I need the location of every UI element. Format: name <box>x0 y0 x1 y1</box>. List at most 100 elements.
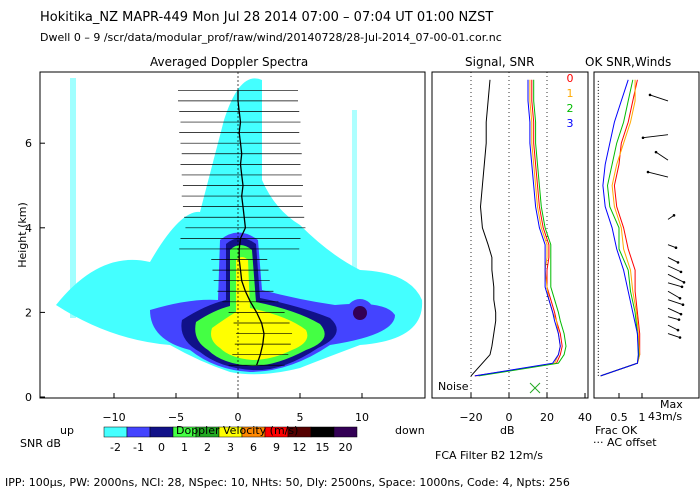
footer-params: IPP: 100μs, PW: 2000ns, NCI: 28, NSpec: … <box>5 476 570 489</box>
up-label: up <box>60 424 74 437</box>
wind-vector-head-12 <box>646 170 650 174</box>
wind-vector-head-7 <box>682 281 686 284</box>
winds-series-frac_ok_1 <box>600 79 641 377</box>
signal-xtick-label-1: 0 <box>506 411 513 424</box>
wind-vector-1 <box>667 324 679 331</box>
winds-series-frac_ok_3 <box>600 79 639 377</box>
wind-vector-head-11 <box>672 214 676 217</box>
colorbar-swatch-10 <box>333 426 358 438</box>
snr-contour-3 <box>211 257 308 360</box>
colorbar-value-6: 6 <box>250 441 257 454</box>
colorbar-value-5: 3 <box>227 441 234 454</box>
wind-vector-head-0 <box>678 336 682 339</box>
winds-xtick-label-1: 1 <box>639 411 646 424</box>
spectra-xtick-label-4: 10 <box>355 411 369 424</box>
signal-series-snr_2 <box>478 79 567 377</box>
spectra-ytick-label-2: 4 <box>25 222 32 235</box>
spectra-xtick-label-0: −10 <box>102 411 125 424</box>
max-value: 43m/s <box>648 410 683 423</box>
signal-xtick-label-2: 20 <box>540 411 554 424</box>
signal-xtick-label-0: −20 <box>459 411 482 424</box>
spectra-streak-left <box>70 78 76 318</box>
wind-vector-3 <box>667 307 682 315</box>
wind-vector-14 <box>642 134 669 139</box>
spectra-xtick-label-2: 0 <box>235 411 242 424</box>
frac-ok-label: Frac OK <box>595 424 638 437</box>
wind-vector-13 <box>655 151 669 161</box>
winds-xtick-label-0: 0.5 <box>610 411 628 424</box>
wind-vector-12 <box>647 171 669 178</box>
wind-vector-head-9 <box>676 261 680 264</box>
beam-label-3: 3 <box>567 117 574 130</box>
wind-vector-8 <box>667 265 682 273</box>
wind-vector-head-2 <box>677 318 681 321</box>
winds-title: OK SNR,Winds <box>585 55 672 69</box>
colorbar-swatch-2 <box>149 426 174 438</box>
wind-vector-head-15 <box>648 93 652 97</box>
header-title: Hokitika_NZ MAPR-449 Mon Jul 28 2014 07:… <box>40 10 494 25</box>
max-label: Max <box>660 398 683 411</box>
snr-contour-neg2 <box>56 78 423 375</box>
signal-series-snr_3 <box>474 79 561 377</box>
down-label: down <box>395 424 425 437</box>
wind-vector-15 <box>649 94 669 102</box>
signal-title: Signal, SNR <box>465 55 535 69</box>
colorbar-value-0: -2 <box>110 441 121 454</box>
spectra-title: Averaged Doppler Spectra <box>150 55 309 69</box>
spectra-ytick-label-0: 0 <box>25 391 32 404</box>
wind-vector-6 <box>667 282 683 288</box>
wind-vector-head-14 <box>641 136 645 140</box>
wind-vector-head-4 <box>681 303 685 307</box>
wind-vector-head-6 <box>680 285 684 289</box>
fca-filter: FCA Filter B2 12m/s <box>435 449 543 462</box>
spectra-xtick-label-1: −5 <box>168 411 184 424</box>
signal-series-signal <box>470 79 497 377</box>
wind-vector-head-5 <box>678 296 682 300</box>
wind-vector-7 <box>667 273 685 283</box>
signal-frame <box>431 71 589 399</box>
signal-series-snr_0 <box>474 79 563 377</box>
beam-label-2: 2 <box>567 102 574 115</box>
feature-blob-inner <box>353 306 367 320</box>
ac-offset-label: ··· AC offset <box>593 436 657 449</box>
colorbar-swatch-1 <box>126 426 151 438</box>
signal-xlabel: dB <box>500 424 515 437</box>
signal-xtick-label-3: 40 <box>578 411 592 424</box>
wind-vector-9 <box>667 257 679 263</box>
colorbar-value-8: 12 <box>293 441 307 454</box>
wind-vector-head-8 <box>679 270 683 274</box>
spectra-xlabel: Doppler Velocity (m/s) <box>176 424 299 437</box>
wind-vector-0 <box>667 333 681 338</box>
wind-vector-head-13 <box>654 150 658 154</box>
colorbar-label: SNR dB <box>20 437 61 450</box>
spectra-ylabel: Height (km) <box>16 202 29 268</box>
colorbar-value-4: 2 <box>204 441 211 454</box>
spectra-ytick-label-1: 2 <box>25 306 32 319</box>
spectra-ytick-label-3: 6 <box>25 137 32 150</box>
colorbar-value-2: 0 <box>158 441 165 454</box>
wind-vector-2 <box>667 316 680 321</box>
colorbar-value-10: 20 <box>339 441 353 454</box>
colorbar-swatch-9 <box>310 426 335 438</box>
beam-label-1: 1 <box>567 87 574 100</box>
colorbar-swatch-0 <box>103 426 128 438</box>
colorbar-value-7: 9 <box>273 441 280 454</box>
wind-vector-10 <box>667 244 677 249</box>
wind-vector-head-3 <box>679 312 683 316</box>
winds-frame <box>593 71 700 399</box>
winds-series-frac_ok_0 <box>600 79 641 377</box>
header-dwell-path: Dwell 0 – 9 /scr/data/modular_prof/raw/w… <box>40 31 502 44</box>
noise-label: Noise <box>438 380 469 393</box>
wind-vector-4 <box>667 299 684 306</box>
spectra-xtick-label-3: 5 <box>297 411 304 424</box>
colorbar-value-3: 1 <box>181 441 188 454</box>
colorbar-value-1: -1 <box>133 441 144 454</box>
beam-label-0: 0 <box>567 72 574 85</box>
wind-vector-head-10 <box>674 246 678 250</box>
wind-vector-head-1 <box>676 328 680 332</box>
noise-marker-b <box>529 382 541 394</box>
spectra-streak-right <box>352 110 357 320</box>
colorbar-value-9: 15 <box>316 441 330 454</box>
